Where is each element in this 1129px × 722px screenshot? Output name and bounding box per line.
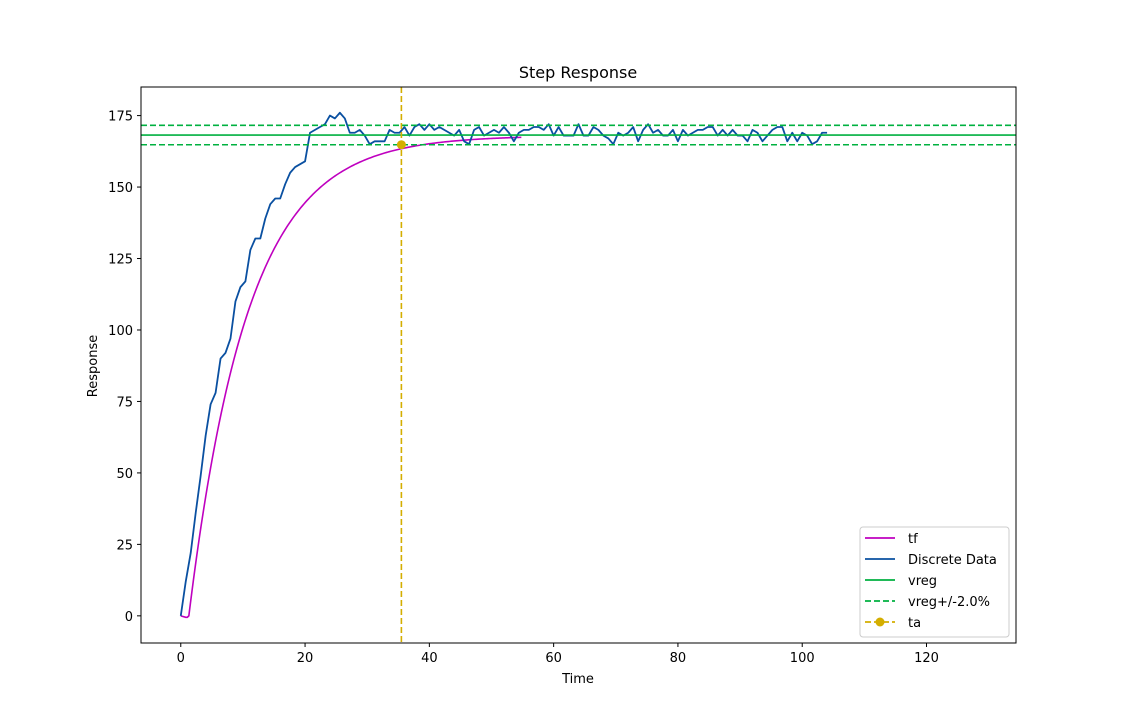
series-ta-marker xyxy=(396,140,406,150)
y-tick-label: 150 xyxy=(108,181,133,196)
y-axis-label: Response xyxy=(86,335,101,397)
chart-title: Step Response xyxy=(519,63,637,82)
axes-frame xyxy=(140,86,1017,644)
x-tick-label: 0 xyxy=(177,651,185,666)
y-tick-label: 175 xyxy=(108,110,133,125)
x-tick-label: 40 xyxy=(421,651,438,666)
plot-series xyxy=(141,87,1016,643)
legend-box xyxy=(859,526,1010,638)
series-discrete-data-line xyxy=(179,111,828,616)
x-tick-label: 60 xyxy=(545,651,562,666)
legend-marker xyxy=(875,617,885,627)
legend-label: vreg xyxy=(908,574,937,589)
legend-label: tf xyxy=(908,532,918,547)
y-tick-label: 75 xyxy=(116,395,133,410)
y-tick-label: 0 xyxy=(125,610,133,625)
series-tf-line xyxy=(180,136,522,619)
x-tick-label: 80 xyxy=(670,651,687,666)
y-tick-label: 100 xyxy=(108,324,133,339)
axes: 0 20 40 60 80 100 120 0 25 50 75 100 125 150 175 xyxy=(108,86,1017,666)
x-tick-label: 20 xyxy=(297,651,314,666)
legend-label: ta xyxy=(908,616,921,631)
x-axis-label: Time xyxy=(561,672,594,687)
legend-label: Discrete Data xyxy=(908,553,997,568)
y-tick-label: 50 xyxy=(116,467,133,482)
x-tick-label: 120 xyxy=(914,651,939,666)
plot-area xyxy=(141,87,1016,643)
legend: tf Discrete Data vreg vreg+/-2.0% ta xyxy=(859,526,1010,638)
x-tick-label: 100 xyxy=(790,651,815,666)
y-tick-label: 125 xyxy=(108,253,133,268)
y-tick-label: 25 xyxy=(116,538,133,553)
legend-label: vreg+/-2.0% xyxy=(908,595,990,610)
